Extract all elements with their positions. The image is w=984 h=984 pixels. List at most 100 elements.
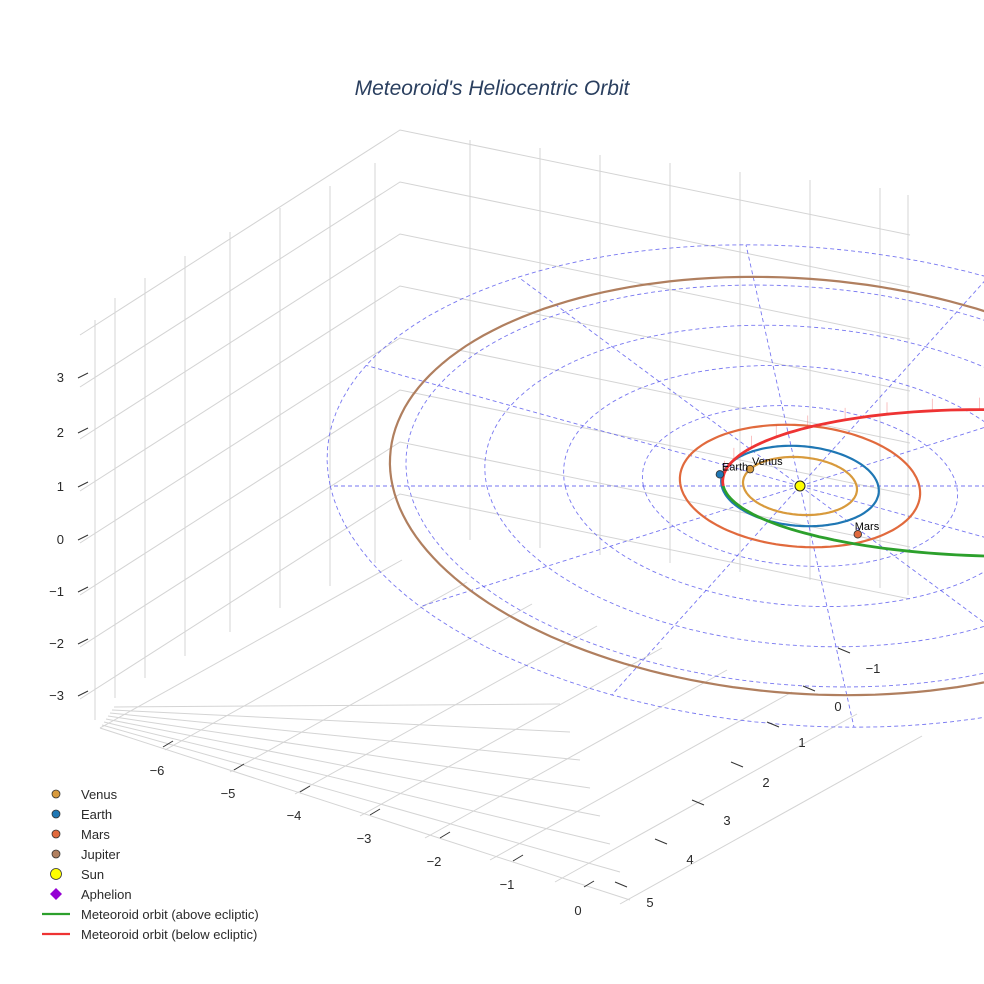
legend-swatch [51,809,61,819]
y-tick-label: 1 [798,735,805,750]
earth-marker [715,470,725,479]
x-tick-mark [512,854,524,862]
grid-line [107,715,591,789]
y-tick-mark [766,721,780,728]
y-tick-mark [730,761,744,768]
x-tick-label: −1 [500,877,515,892]
legend-swatch [50,888,62,900]
legend-swatch [50,868,62,880]
x-tick-mark [233,763,245,771]
y-tick-label: 5 [646,895,653,910]
grid-line [99,559,403,729]
legend-label: Venus [81,787,118,802]
grid-line [79,389,911,596]
y-tick-label: 0 [834,699,841,714]
venus-label: Venus [752,456,783,468]
x-tick-label: −2 [427,854,442,869]
legend-label: Meteoroid orbit (below ecliptic) [81,927,257,942]
y-tick-mark [802,685,816,692]
y-tick-mark [654,838,668,845]
z-tick-mark [77,534,89,541]
legend-label: Sun [81,867,104,882]
y-tick-label: −1 [866,661,881,676]
x-tick-label: −3 [357,831,372,846]
grid-line [489,691,793,861]
grid-line [79,285,911,492]
grid-line [79,337,911,544]
legend-label: Mars [81,827,110,842]
x-tick-mark [439,831,451,839]
grid-line [229,603,533,773]
mars-label: Mars [855,521,880,533]
x-tick-label: 0 [574,903,581,918]
earth-label: Earth [722,461,748,473]
ecliptic-spoke [518,276,801,487]
axis-box-grid [79,129,923,905]
mars-marker [853,530,862,539]
grid-line [109,712,581,761]
grid-line [79,493,911,700]
meteoroid-orbit [721,397,984,558]
z-tick-label: 2 [57,425,64,440]
grid-line [79,233,911,440]
ecliptic-spoke [799,281,984,487]
z-tick-mark [77,586,89,593]
x-tick-label: −6 [150,763,165,778]
z-tick-mark [77,481,89,488]
grid-line [101,724,621,873]
y-tick-mark [614,881,628,888]
axis-ticks: −3 −2 −1 0 1 2 3 −6 −5 −4 −3 −2 −1 0 −1 0 1 2 3 4 5 [49,370,880,918]
x-tick-mark [299,785,311,793]
x-tick-mark [369,808,381,816]
z-tick-mark [77,372,89,379]
z-tick-label: 3 [57,370,64,385]
venus-orbit [741,455,859,517]
grid-line [164,581,468,751]
ecliptic-spoke [799,485,855,728]
grid-line [359,647,663,817]
grid-line [99,727,631,901]
ecliptic-spoke [745,244,801,487]
grid-line [79,181,911,388]
x-tick-label: −4 [287,808,302,823]
legend-label: Earth [81,807,112,822]
ecliptic-spoke [799,485,984,624]
grid-line [79,441,911,648]
grid-line [554,713,858,883]
y-tick-label: 4 [686,852,693,867]
legend: Venus Earth Mars Jupiter Sun Aphelion Meteoroi… [42,787,259,942]
legend-label: Aphelion [81,887,132,902]
z-tick-label: −2 [49,636,64,651]
z-tick-label: −1 [49,584,64,599]
grid-line [619,735,923,905]
grid-line [111,709,571,733]
y-tick-label: 2 [762,775,769,790]
jupiter-orbit [388,275,984,697]
legend-swatch [51,789,61,799]
grid-line [294,625,598,795]
legend-label: Meteoroid orbit (above ecliptic) [81,907,259,922]
x-tick-mark [162,740,174,748]
ecliptic-spoke [366,364,801,487]
legend-label: Jupiter [81,847,121,862]
z-tick-mark [77,427,89,434]
legend-swatch [51,849,61,859]
venus-marker [745,464,755,474]
z-tick-label: −3 [49,688,64,703]
z-tick-mark [77,690,89,697]
z-tick-label: 0 [57,532,64,547]
sun-marker [794,480,806,492]
grid-line [113,703,561,708]
ecliptic-grid [326,244,984,728]
ecliptic-spoke [420,485,801,608]
grid-line [103,721,611,845]
legend-swatch [51,829,61,839]
x-tick-mark [583,880,595,888]
grid-line [79,129,911,336]
z-tick-label: 1 [57,479,64,494]
z-tick-mark [77,638,89,645]
grid-line [424,669,728,839]
y-tick-mark [691,799,705,806]
